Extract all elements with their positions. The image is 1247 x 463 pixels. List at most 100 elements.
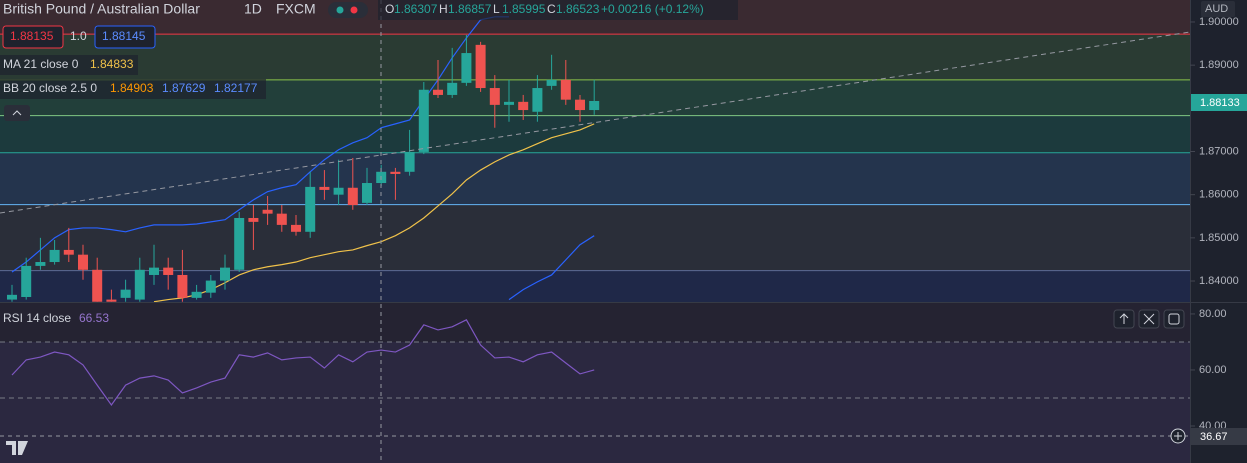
market-status[interactable] — [328, 2, 368, 18]
candle-body — [220, 267, 230, 281]
candle-body — [418, 89, 429, 152]
indicator-value: 1.82177 — [214, 81, 258, 95]
candle-body — [589, 100, 600, 111]
collapse-icon — [12, 110, 22, 116]
zone — [0, 204, 1190, 271]
candle-body — [134, 269, 145, 300]
zone — [0, 34, 1190, 80]
last-price: 1.88133 — [1200, 97, 1240, 109]
axes: 1.90000 1.89000 1.87000 1.86000 1.85000 1.840… — [1190, 16, 1239, 432]
maximize-button[interactable] — [1163, 309, 1185, 329]
collapse-button[interactable] — [4, 105, 30, 121]
candle-body — [546, 79, 557, 86]
icon — [1168, 313, 1180, 325]
candle-body — [49, 249, 60, 263]
candle-body — [205, 280, 216, 293]
candle-body — [319, 186, 330, 190]
buy-button[interactable] — [94, 25, 156, 49]
ohlc-value: 1.86307 — [394, 2, 438, 16]
last-price-box — [1191, 94, 1247, 111]
candle-body — [447, 82, 458, 95]
candle-body — [7, 294, 17, 300]
y-tick-label: 60.00 — [1199, 364, 1227, 376]
y-tick-label: 1.85000 — [1199, 232, 1239, 244]
ohlc-key: L — [493, 2, 500, 16]
candle-body — [234, 217, 245, 270]
icon — [1143, 313, 1155, 325]
candle-body — [433, 89, 443, 95]
candle-body — [347, 187, 358, 206]
y-tick-label: 1.89000 — [1199, 59, 1239, 71]
candle-body — [276, 213, 287, 225]
y-tick-label: 1.86000 — [1199, 189, 1239, 201]
candle-body — [333, 187, 344, 195]
indicator-line — [508, 235, 595, 301]
candle-body — [504, 101, 514, 105]
indicator-line — [153, 123, 595, 302]
candle-body — [489, 88, 500, 105]
rsi-line — [11, 319, 595, 407]
logo — [6, 441, 28, 455]
rsi-pane-content — [0, 319, 1190, 463]
exchange: FXCM — [276, 1, 316, 17]
candle-body — [120, 289, 131, 298]
candle-body — [532, 88, 543, 112]
sell-button[interactable] — [2, 25, 64, 49]
icon — [1119, 313, 1129, 324]
candle-body — [518, 101, 529, 111]
zone — [0, 152, 1190, 205]
ohlc-key: C — [547, 2, 556, 16]
status-dot — [336, 6, 344, 14]
ohlc-value: 1.85995 — [502, 2, 546, 16]
ohlc-value: 1.86857 — [448, 2, 492, 16]
candle-body — [475, 44, 486, 89]
symbol: British Pound / Australian Dollar — [3, 1, 200, 17]
ohlc-key: O — [385, 2, 394, 16]
candle-body — [404, 151, 415, 172]
candle-body — [191, 291, 202, 298]
candle-body — [149, 267, 159, 275]
indicator-name: BB 20 close 2.5 0 — [3, 81, 97, 95]
currency: AUD — [1205, 3, 1228, 15]
rsi-name: RSI 14 close — [3, 311, 71, 325]
crosshair-box — [1191, 428, 1247, 445]
candle-body — [78, 254, 88, 270]
candle-body — [262, 209, 273, 214]
change: +0.00216 (+0.12%) — [601, 2, 704, 16]
ohlc-bg — [378, 0, 738, 20]
candle-body — [461, 53, 472, 83]
candle-body — [63, 249, 74, 255]
candle-body — [575, 99, 585, 111]
candle-body — [362, 183, 372, 203]
y-tick-label: 1.84000 — [1199, 275, 1239, 287]
y-tick-label: 80.00 — [1199, 308, 1227, 320]
icon — [1174, 432, 1182, 440]
ohlc-value: 1.86523 — [556, 2, 600, 16]
zone — [0, 115, 1190, 153]
quantity: 1.0 — [70, 29, 87, 43]
currency-button[interactable] — [1201, 1, 1235, 17]
y-tick-label: 1.90000 — [1199, 16, 1239, 28]
candle-body — [35, 262, 46, 266]
ohlc: O 1.86307 H 1.86857 L 1.85995 C 1.86523 — [385, 2, 600, 16]
candle-body — [177, 274, 188, 298]
candle-body — [21, 265, 32, 297]
price-pane — [0, 0, 1190, 302]
indicator-value: 1.87629 — [162, 81, 206, 95]
indicator-name: MA 21 close 0 — [3, 57, 79, 71]
buy-price: 1.88145 — [102, 29, 146, 43]
candle-body — [560, 79, 571, 100]
candle-body — [248, 217, 259, 222]
candle-body — [106, 299, 117, 302]
candle-body — [291, 224, 301, 232]
y-tick-label: 1.87000 — [1199, 145, 1239, 157]
candle-body — [305, 186, 316, 232]
pane-buttons — [1113, 309, 1185, 329]
ohlc-key: H — [439, 2, 448, 16]
sell-price: 1.88135 — [10, 29, 54, 43]
candle-body — [390, 171, 401, 174]
candle-body — [163, 267, 174, 275]
indicator-value: 1.84833 — [90, 57, 134, 71]
rsi-band — [0, 341, 1190, 463]
